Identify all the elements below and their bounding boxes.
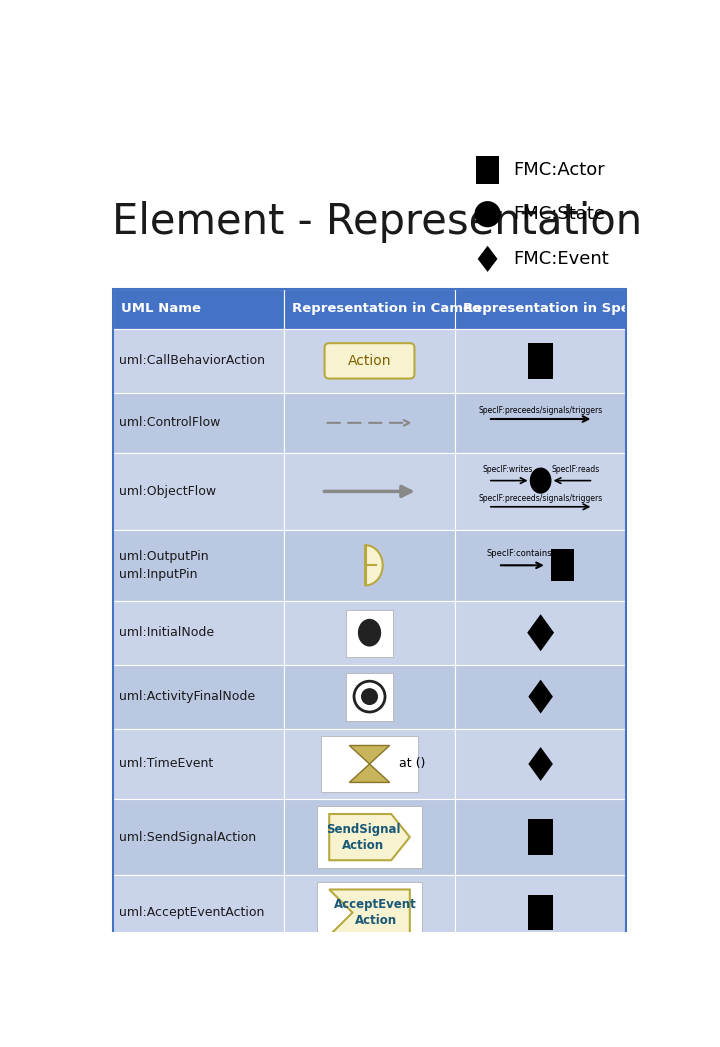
Text: SpecIF:preceeds/signals/triggers: SpecIF:preceeds/signals/triggers [479,406,603,415]
Bar [317,882,422,943]
Ellipse shape [358,619,381,647]
Bar [476,156,499,184]
Polygon shape [329,814,410,861]
Bar [284,453,455,530]
Bar [284,329,455,393]
Polygon shape [528,680,553,714]
Text: uml:InitialNode: uml:InitialNode [120,626,215,639]
Bar [113,800,284,875]
Polygon shape [349,764,390,782]
Bar [455,289,626,329]
Bar [528,343,553,379]
Bar [113,729,284,800]
Bar [455,601,626,665]
Bar [455,530,626,601]
Text: SpecIF:writes: SpecIF:writes [483,465,534,474]
Bar [113,601,284,665]
Text: AcceptEvent
Action: AcceptEvent Action [334,898,417,927]
Polygon shape [349,745,390,764]
Text: uml:AcceptEventAction: uml:AcceptEventAction [120,906,265,919]
Bar [284,289,455,329]
Text: UML Name: UML Name [121,303,201,315]
Bar [284,393,455,453]
Bar [113,530,284,601]
Bar [321,736,418,792]
Bar [346,673,393,721]
Bar [551,549,574,581]
Polygon shape [366,545,383,585]
Bar [455,393,626,453]
Bar [528,820,553,854]
Text: uml:OutputPin
uml:InputPin: uml:OutputPin uml:InputPin [120,550,209,581]
Bar [113,665,284,729]
Bar [113,453,284,530]
Text: Action: Action [348,354,391,367]
Text: uml:ControlFlow: uml:ControlFlow [120,417,221,429]
Text: SendSignal
Action: SendSignal Action [326,823,400,851]
Polygon shape [528,747,553,781]
Bar [455,729,626,800]
Bar [284,800,455,875]
Polygon shape [477,246,498,272]
Circle shape [474,201,500,227]
Bar [317,806,422,868]
Text: SpecIF:preceeds/signals/triggers: SpecIF:preceeds/signals/triggers [479,494,603,503]
Bar [113,289,626,951]
FancyBboxPatch shape [325,343,415,379]
Circle shape [361,688,378,705]
Text: at (): at () [399,757,426,771]
Text: Representation in Cameo: Representation in Cameo [292,303,481,315]
Circle shape [354,682,385,712]
Bar [528,895,553,931]
Text: FMC:Actor: FMC:Actor [513,160,605,179]
Text: FMC:State: FMC:State [513,205,605,223]
Text: uml:ActivityFinalNode: uml:ActivityFinalNode [120,690,256,704]
Polygon shape [329,890,410,936]
Ellipse shape [530,468,552,494]
Text: uml:SendSignalAction: uml:SendSignalAction [120,830,256,844]
Bar [113,875,284,951]
Text: uml:TimeEvent: uml:TimeEvent [120,757,214,771]
Text: uml:ObjectFlow: uml:ObjectFlow [120,485,217,498]
Bar [113,329,284,393]
Text: Element - Representation: Element - Representation [112,201,642,243]
Polygon shape [527,615,554,651]
Bar [455,329,626,393]
Text: SpecIF:reads: SpecIF:reads [552,465,600,474]
Bar [455,453,626,530]
Text: FMC:Event: FMC:Event [513,250,609,268]
Bar [455,665,626,729]
Bar [113,289,284,329]
Text: Representation in SpecIF: Representation in SpecIF [463,303,652,315]
Bar [284,729,455,800]
Bar [455,800,626,875]
Bar [455,875,626,951]
Bar [113,393,284,453]
Bar [284,601,455,665]
Bar [284,530,455,601]
Bar [284,875,455,951]
Bar [284,665,455,729]
Text: uml:CallBehaviorAction: uml:CallBehaviorAction [120,354,266,367]
Text: SpecIF:contains: SpecIF:contains [486,550,552,558]
Bar [346,609,393,658]
